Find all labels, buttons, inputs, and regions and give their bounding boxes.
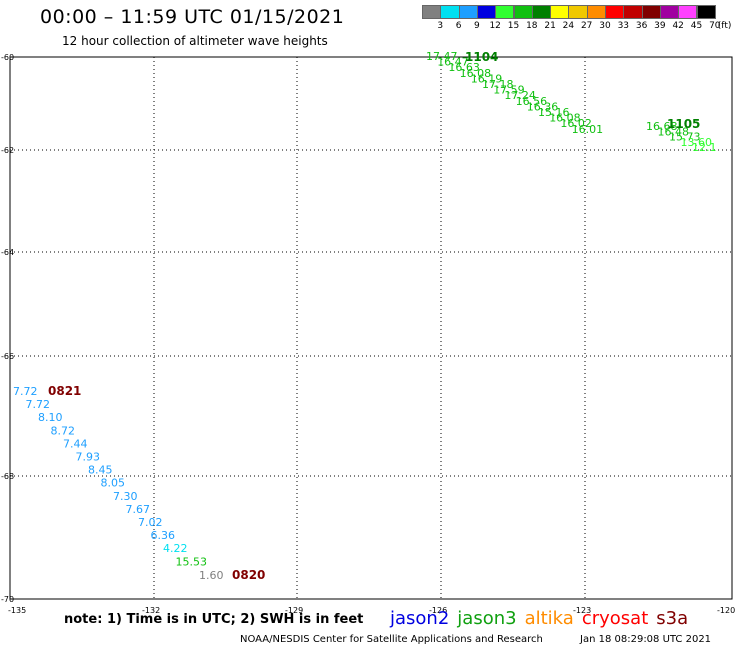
wave-height-value: 7.72 — [26, 398, 51, 411]
satellite-name: altika — [524, 608, 574, 629]
map-frame — [9, 56, 733, 600]
legend-label: 70 — [709, 21, 721, 31]
satellite-legend: jason2 jason3 altika cryosat s3a — [390, 608, 696, 629]
legend-label: 15 — [507, 21, 520, 31]
map-title: 00:00 – 11:59 UTC 01/15/2021 — [40, 6, 345, 28]
wave-height-value: 16.08 — [549, 112, 581, 125]
legend-label: 33 — [617, 21, 630, 31]
wave-height-value: 16.48 — [658, 125, 690, 138]
longitude-label: -129 — [285, 606, 303, 615]
wave-height-value: 16.63 — [448, 61, 480, 74]
latitude-label: -64 — [1, 248, 14, 257]
legend-label: 18 — [526, 21, 538, 31]
wave-height-value: 4.22 — [163, 542, 188, 555]
wave-height-value: 16.01 — [572, 123, 604, 136]
latitude-label: -62 — [1, 146, 14, 155]
legend-label: 45 — [690, 21, 703, 31]
timestamp-text: Jan 18 08:29:08 UTC 2021 — [580, 634, 712, 645]
wave-height-value: 17.47 — [426, 50, 458, 63]
longitude-label: -120 — [717, 606, 735, 615]
pass-label: 0820 — [232, 568, 265, 582]
credit-text: NOAA/NESDIS Center for Satellite Applica… — [240, 634, 543, 645]
legend-unit: (ft) — [717, 21, 732, 31]
note-text: note: 1) Time is in UTC; 2) SWH is in fe… — [64, 612, 364, 627]
wave-height-value: 6.36 — [151, 529, 176, 542]
wave-height-value: 7.30 — [113, 490, 138, 503]
pass-label: 0821 — [48, 384, 81, 398]
legend-label: 27 — [580, 21, 593, 31]
wave-height-value: 16.56 — [516, 95, 548, 108]
wave-height-value: 16.19 — [471, 72, 503, 85]
legend-label: 3 — [437, 21, 444, 31]
wave-height-value: 8.72 — [51, 424, 76, 437]
legend-label: 42 — [672, 21, 684, 31]
wave-height-value: 7.93 — [76, 451, 101, 464]
wave-height-value: 17.18 — [482, 78, 514, 91]
wave-height-value: 1.60 — [199, 569, 224, 582]
wave-height-value: 16.02 — [560, 117, 592, 130]
legend-label: 36 — [635, 21, 648, 31]
latitude-label: -66 — [1, 352, 14, 361]
wave-height-value: 17.59 — [493, 84, 525, 97]
legend-label: 24 — [562, 21, 575, 31]
longitude-label: -126 — [429, 606, 447, 615]
wave-height-value: 16.08 — [460, 67, 492, 80]
satellite-name: jason2 — [390, 608, 450, 629]
satellite-name: s3a — [656, 608, 689, 629]
wave-height-value: 8.10 — [38, 411, 63, 424]
latitude-label: -70 — [1, 595, 14, 604]
map-subtitle: 12 hour collection of altimeter wave hei… — [62, 34, 328, 48]
wave-height-value: 16.36 — [527, 100, 559, 113]
wave-height-value: 13.60 — [681, 136, 713, 149]
wave-height-value: 8.45 — [88, 464, 113, 477]
longitude-label: -132 — [142, 606, 160, 615]
color-legend: 3 6 9 12 15 18 21 24 27 30 33 36 39 42 45 70 (ft) — [422, 5, 731, 37]
wave-height-value: 16.68 — [646, 120, 678, 133]
legend-label: 6 — [455, 21, 462, 31]
wave-height-value: 16.47 — [437, 56, 469, 69]
pass-label: 1104 — [465, 50, 498, 64]
wave-height-value: 15.16 — [538, 106, 570, 119]
legend-label: 12 — [489, 21, 501, 31]
wave-height-value: 7.02 — [138, 516, 163, 529]
wave-height-value: 15.53 — [176, 555, 208, 568]
satellite-name: jason3 — [457, 608, 517, 629]
pass-label: 1105 — [667, 117, 700, 131]
wave-height-value: 17.24 — [504, 89, 536, 102]
wave-height-value: 7.67 — [126, 503, 151, 516]
wave-height-value: 8.05 — [101, 477, 126, 490]
wave-height-value: 12.1 — [692, 141, 717, 154]
latitude-label: -60 — [1, 53, 14, 62]
longitude-label: -123 — [573, 606, 591, 615]
wave-height-value: 7.72 — [13, 385, 38, 398]
legend-label: 9 — [474, 21, 480, 31]
legend-label: 39 — [654, 21, 666, 31]
legend-label: 21 — [544, 21, 556, 31]
longitude-label: -135 — [8, 606, 26, 615]
wave-height-value: 15.73 — [669, 131, 701, 144]
latitude-label: -68 — [1, 472, 14, 481]
wave-height-value: 7.44 — [63, 437, 88, 450]
satellite-name: cryosat — [581, 608, 649, 629]
legend-label: 30 — [599, 21, 611, 31]
legend-swatch — [696, 5, 716, 19]
